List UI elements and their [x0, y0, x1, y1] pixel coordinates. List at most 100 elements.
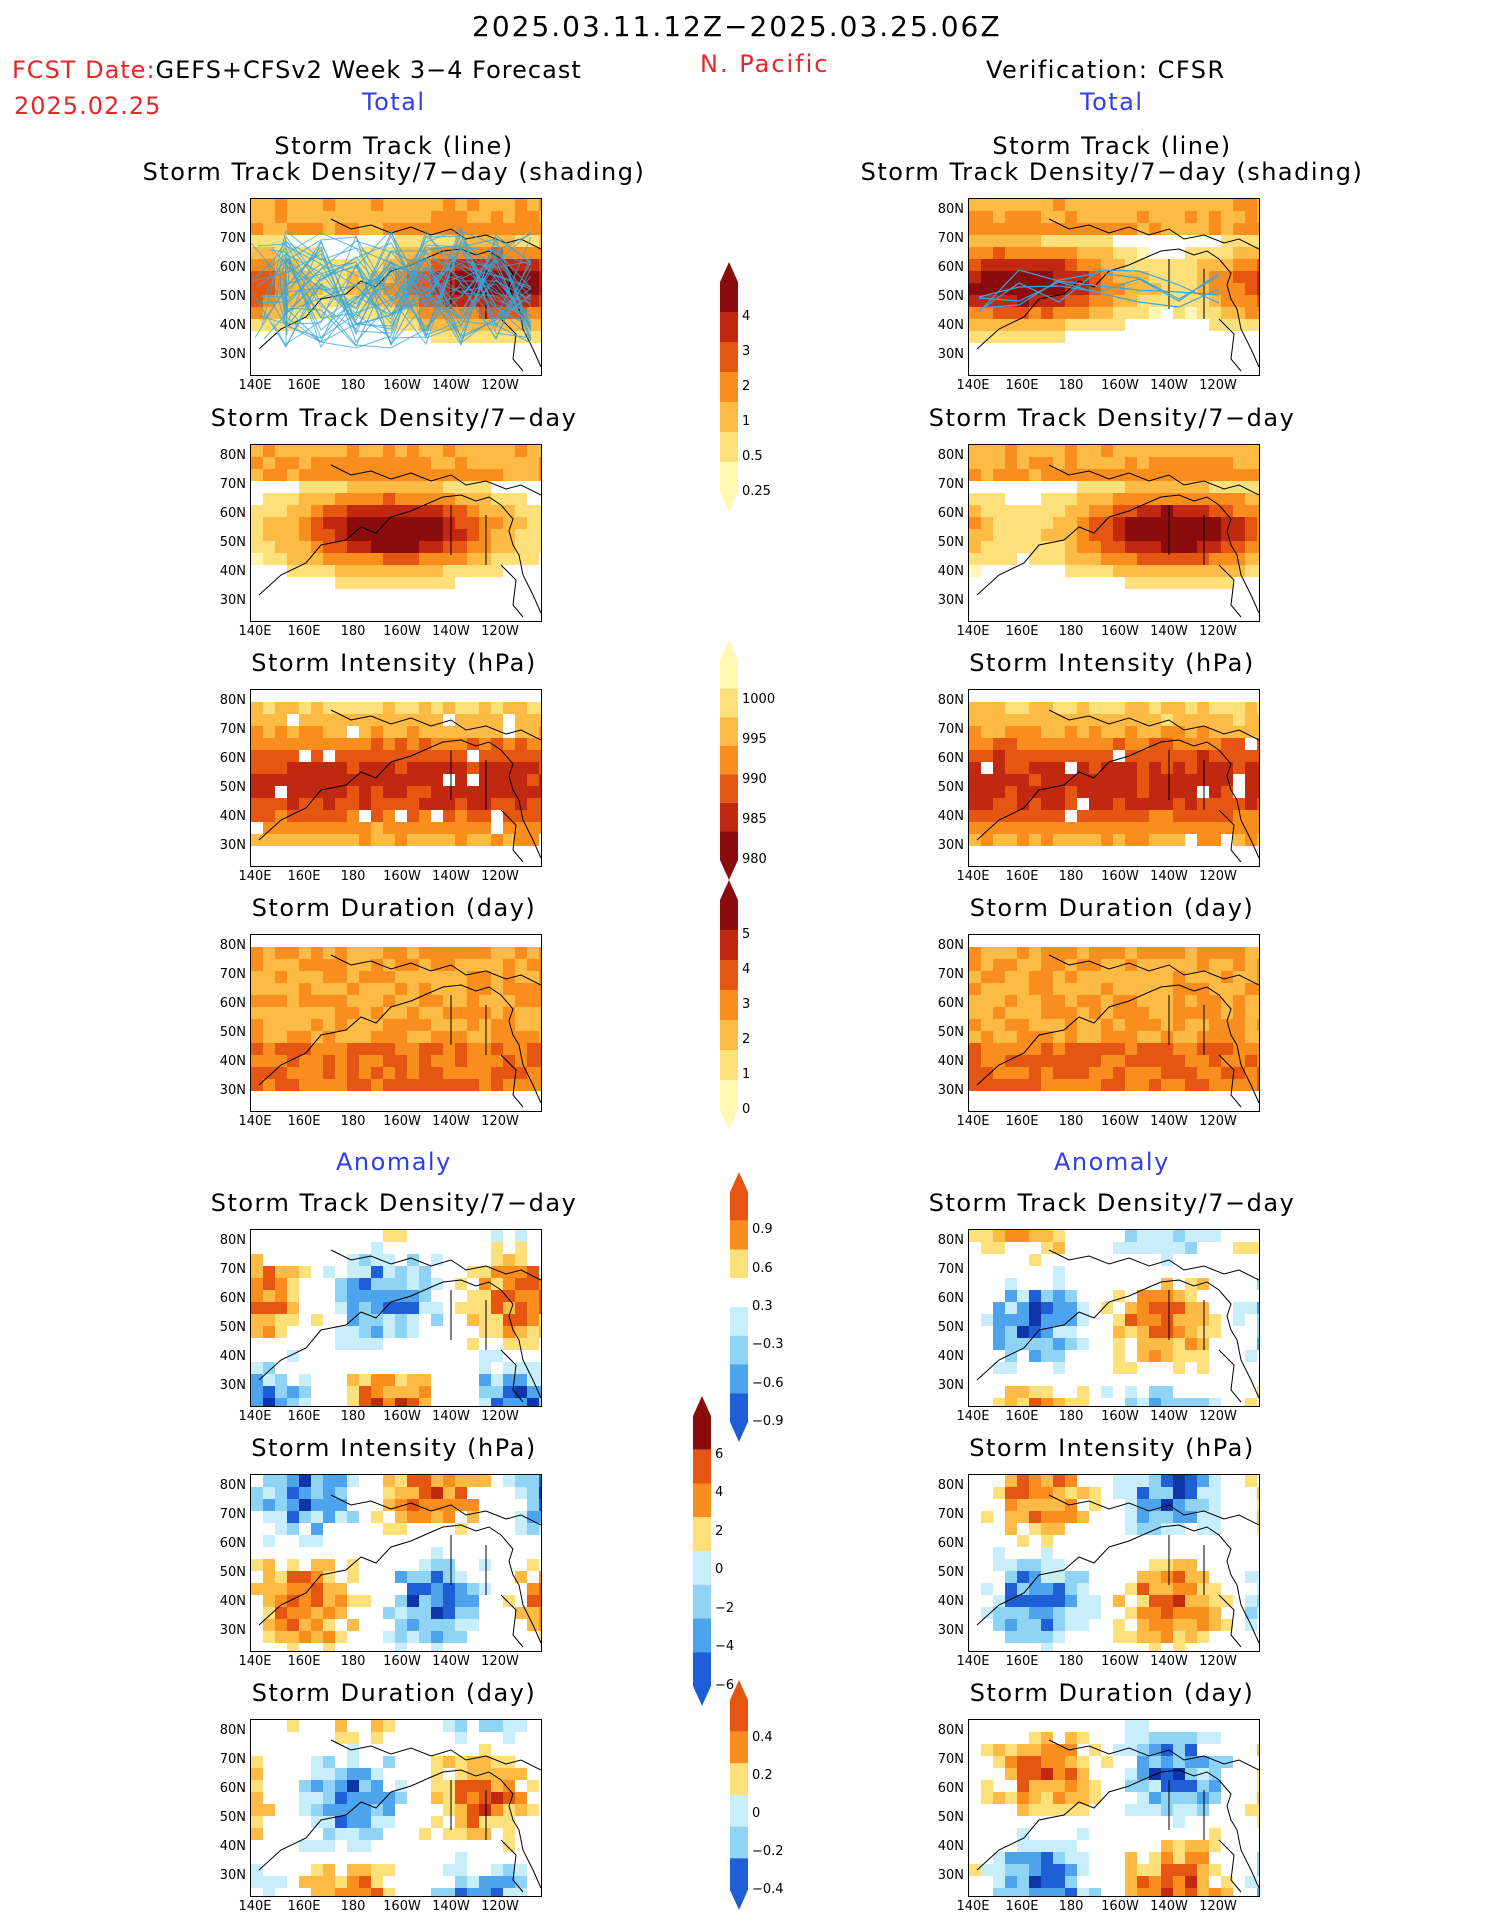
colorbar-tick-label: 995: [742, 732, 767, 747]
colorbar-tick-label: −0.3: [752, 1337, 784, 1353]
colorbar-tick-label: 6: [715, 1446, 724, 1462]
colorbar-tick-label: 2: [715, 1523, 724, 1539]
lat-tick-label: 40N: [937, 809, 964, 824]
lon-tick-label: 140E: [956, 1899, 990, 1914]
colorbar-tick-label: −6: [715, 1678, 735, 1693]
lon-tick-label: 160W: [383, 1409, 421, 1424]
lat-tick-label: 30N: [937, 838, 964, 853]
total-label-left: Total: [362, 88, 426, 116]
lon-tick-label: 140E: [956, 869, 990, 884]
lat-tick-label: 30N: [219, 1083, 246, 1098]
colorbar-tick-label: 980: [742, 852, 767, 867]
lat-tick-label: 60N: [937, 996, 964, 1011]
colorbar-tick-label: 0: [742, 1102, 751, 1117]
lon-tick-label: 140W: [432, 624, 470, 639]
lat-tick-label: 70N: [937, 477, 964, 492]
lon-tick-label: 160W: [1101, 1654, 1139, 1669]
lon-tick-label: 140W: [432, 869, 470, 884]
lon-tick-label: 140E: [238, 1654, 272, 1669]
lat-tick-label: 70N: [937, 722, 964, 737]
lat-tick-label: 50N: [937, 1320, 964, 1335]
lat-tick-label: 70N: [937, 231, 964, 246]
lon-tick-label: 160E: [287, 1654, 321, 1669]
lat-tick-label: 70N: [219, 967, 246, 982]
lon-tick-label: 140E: [238, 1114, 272, 1129]
verification-title: Verification: CFSR: [986, 56, 1226, 84]
lat-tick-label: 80N: [219, 448, 246, 463]
map-density-anom-verification: [968, 1229, 1260, 1407]
lon-tick-label: 120W: [481, 1654, 519, 1669]
lat-tick-label: 70N: [219, 722, 246, 737]
map-intensity-verification: [968, 689, 1260, 867]
lat-tick-label: 60N: [937, 1536, 964, 1551]
colorbar-intensity-total: [720, 640, 780, 880]
region-title: N. Pacific: [700, 50, 830, 78]
lat-tick-label: 80N: [219, 1723, 246, 1738]
colorbar-tick-label: 0.9: [752, 1222, 773, 1238]
lon-tick-label: 140W: [1150, 1409, 1188, 1424]
title-duration-anom-right: Storm Duration (day): [969, 1679, 1255, 1707]
title-intensity-left: Storm Intensity (hPa): [251, 649, 537, 677]
lon-tick-label: 120W: [1199, 1899, 1237, 1914]
lon-tick-label: 160E: [287, 1899, 321, 1914]
lon-tick-label: 140E: [238, 1409, 272, 1424]
colorbar-tick-label: 2: [742, 1032, 751, 1047]
lon-tick-label: 160E: [287, 624, 321, 639]
colorbar-intensity-anom: [693, 1396, 753, 1706]
lat-tick-label: 30N: [937, 593, 964, 608]
lon-tick-label: 160W: [1101, 624, 1139, 639]
lat-tick-label: 70N: [937, 967, 964, 982]
lon-tick-label: 160E: [1005, 624, 1039, 639]
lat-tick-label: 50N: [937, 1025, 964, 1040]
lat-tick-label: 60N: [219, 1781, 246, 1796]
lon-tick-label: 120W: [481, 869, 519, 884]
lat-tick-label: 80N: [219, 938, 246, 953]
lat-tick-label: 30N: [219, 1623, 246, 1638]
lat-tick-label: 80N: [937, 693, 964, 708]
lat-tick-label: 70N: [219, 1752, 246, 1767]
lon-tick-label: 180: [340, 1654, 366, 1669]
lat-tick-label: 60N: [937, 751, 964, 766]
lon-tick-label: 120W: [1199, 378, 1237, 393]
map-density-verification: [968, 444, 1260, 622]
lat-tick-label: 80N: [219, 1478, 246, 1493]
title-duration-left: Storm Duration (day): [251, 894, 537, 922]
map-duration-anom-verification: [968, 1719, 1260, 1897]
lon-tick-label: 180: [340, 378, 366, 393]
lat-tick-label: 40N: [937, 318, 964, 333]
lat-tick-label: 50N: [219, 535, 246, 550]
lat-tick-label: 60N: [219, 1536, 246, 1551]
lon-tick-label: 120W: [1199, 1114, 1237, 1129]
lat-tick-label: 50N: [937, 289, 964, 304]
lon-tick-label: 140W: [432, 1409, 470, 1424]
lat-tick-label: 70N: [937, 1752, 964, 1767]
lat-tick-label: 60N: [937, 506, 964, 521]
lat-tick-label: 80N: [219, 693, 246, 708]
lon-tick-label: 160E: [1005, 1654, 1039, 1669]
lon-tick-label: 160W: [383, 1114, 421, 1129]
lat-tick-label: 60N: [937, 1781, 964, 1796]
lat-tick-label: 30N: [937, 1378, 964, 1393]
lon-tick-label: 180: [1058, 1114, 1084, 1129]
lat-tick-label: 70N: [219, 1507, 246, 1522]
lat-tick-label: 60N: [937, 260, 964, 275]
lon-tick-label: 120W: [1199, 624, 1237, 639]
lon-tick-label: 160W: [1101, 1409, 1139, 1424]
lon-tick-label: 180: [1058, 624, 1084, 639]
title-density-left: Storm Track Density/7−day: [210, 404, 578, 432]
colorbar-tick-label: 4: [715, 1485, 724, 1501]
colorbar-tick-label: 0: [752, 1806, 761, 1821]
colorbar-tick-label: −0.6: [752, 1375, 784, 1391]
lon-tick-label: 140E: [238, 624, 272, 639]
colorbar-density-total: [720, 262, 780, 512]
lat-tick-label: 40N: [937, 1594, 964, 1609]
lat-tick-label: 60N: [219, 260, 246, 275]
fcst-date-value: 2025.02.25: [14, 92, 162, 120]
lon-tick-label: 180: [1058, 869, 1084, 884]
lat-tick-label: 40N: [219, 1839, 246, 1854]
colorbar-tick-label: 0.5: [742, 449, 763, 464]
lon-tick-label: 160W: [1101, 1114, 1139, 1129]
lon-tick-label: 140W: [1150, 1654, 1188, 1669]
colorbar-tick-label: 3: [742, 344, 751, 359]
total-label-right: Total: [1080, 88, 1144, 116]
